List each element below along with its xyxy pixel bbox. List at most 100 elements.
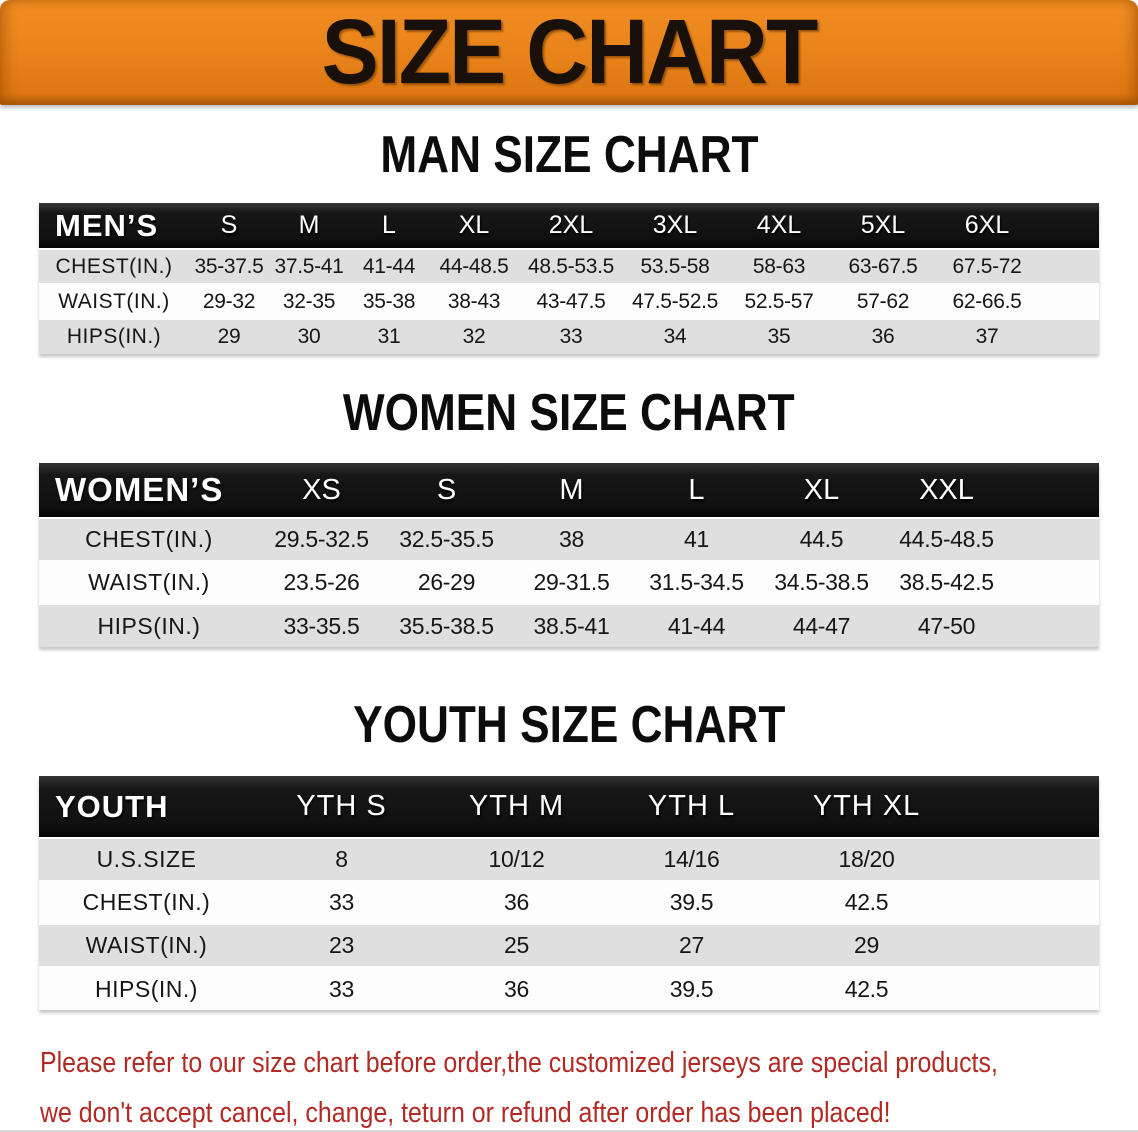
- men-section-heading-text: MAN SIZE CHART: [379, 126, 759, 184]
- men-section-heading: MAN SIZE CHART: [0, 129, 1138, 181]
- size-value-cell: 44.5-48.5: [884, 517, 1009, 561]
- size-value-cell: 31.5-34.5: [634, 560, 759, 604]
- size-value-cell: 32: [429, 318, 519, 354]
- size-value-cell: 57-62: [831, 283, 935, 319]
- header-spacer: [954, 776, 1099, 839]
- size-value-cell: 42.5: [779, 880, 954, 924]
- size-value-cell: 29.5-32.5: [259, 517, 384, 561]
- women-section-heading: WOMEN SIZE CHART: [0, 387, 1138, 439]
- size-value-cell: 41: [634, 517, 759, 561]
- measurement-row: CHEST(IN.) 35-37.5 37.5-41 41-44 44-48.5 48.5…: [39, 248, 1099, 284]
- disclaimer-line-1: Please refer to our size chart before or…: [40, 1047, 998, 1079]
- size-column-header: L: [349, 203, 429, 250]
- size-value-cell: 36: [831, 318, 935, 354]
- size-value-cell: 33: [254, 880, 429, 924]
- size-column-header: XL: [759, 463, 884, 519]
- row-label-cell: HIPS(IN.): [39, 603, 259, 647]
- size-value-cell: 34.5-38.5: [759, 560, 884, 604]
- measurement-row: U.S.SIZE 8 10/12 14/16 18/20: [39, 837, 1099, 881]
- row-label-cell: WAIST(IN.): [39, 923, 254, 967]
- youth-section-heading-text: YOUTH SIZE CHART: [352, 696, 786, 754]
- header-spacer: [1009, 463, 1099, 519]
- size-column-header: XS: [259, 463, 384, 519]
- table-title-cell: WOMEN’S: [39, 463, 259, 519]
- size-column-header: 6XL: [935, 203, 1039, 250]
- size-value-cell: 33: [254, 966, 429, 1010]
- women-section-heading-text: WOMEN SIZE CHART: [343, 384, 795, 442]
- row-spacer: [1009, 560, 1099, 604]
- size-value-cell: 14/16: [604, 837, 779, 881]
- size-value-cell: 36: [429, 966, 604, 1010]
- size-column-header: 4XL: [727, 203, 831, 250]
- men-size-table: MEN’S S M L XL 2XL 3XL 4XL 5XL 6XL CHEST(IN.) 35-37…: [39, 203, 1099, 354]
- size-value-cell: 32.5-35.5: [384, 517, 509, 561]
- row-spacer: [954, 966, 1099, 1010]
- measurement-row: WAIST(IN.) 23.5-26 26-29 29-31.5 31.5-34.5 34…: [39, 560, 1099, 604]
- size-value-cell: 25: [429, 923, 604, 967]
- size-column-header: YTH L: [604, 776, 779, 839]
- measurement-row: WAIST(IN.) 29-32 32-35 35-38 38-43 43-47.5 47.…: [39, 283, 1099, 319]
- youth-size-table: YOUTH YTH S YTH M YTH L YTH XL U.S.SIZE 8 10/12…: [39, 776, 1099, 1010]
- row-label-cell: CHEST(IN.): [39, 517, 259, 561]
- size-value-cell: 53.5-58: [623, 248, 727, 284]
- measurement-row: CHEST(IN.) 29.5-32.5 32.5-35.5 38 41 44.5 44.5…: [39, 517, 1099, 561]
- size-value-cell: 29-31.5: [509, 560, 634, 604]
- table-title-cell: YOUTH: [39, 776, 254, 839]
- size-value-cell: 38.5-41: [509, 603, 634, 647]
- size-value-cell: 32-35: [269, 283, 349, 319]
- size-value-cell: 52.5-57: [727, 283, 831, 319]
- size-value-cell: 35-38: [349, 283, 429, 319]
- size-value-cell: 37: [935, 318, 1039, 354]
- size-value-cell: 58-63: [727, 248, 831, 284]
- measurement-row: WAIST(IN.) 23 25 27 29: [39, 923, 1099, 967]
- size-value-cell: 29: [779, 923, 954, 967]
- row-label-cell: WAIST(IN.): [39, 283, 189, 319]
- row-spacer: [954, 923, 1099, 967]
- size-value-cell: 10/12: [429, 837, 604, 881]
- youth-section-heading: YOUTH SIZE CHART: [0, 699, 1138, 751]
- size-column-header: XL: [429, 203, 519, 250]
- size-value-cell: 35-37.5: [189, 248, 269, 284]
- size-value-cell: 8: [254, 837, 429, 881]
- size-value-cell: 67.5-72: [935, 248, 1039, 284]
- row-spacer: [954, 837, 1099, 881]
- size-value-cell: 35.5-38.5: [384, 603, 509, 647]
- row-spacer: [1009, 517, 1099, 561]
- measurement-row: HIPS(IN.) 29 30 31 32 33 34 35 36 37: [39, 318, 1099, 354]
- size-value-cell: 34: [623, 318, 727, 354]
- size-value-cell: 38-43: [429, 283, 519, 319]
- size-value-cell: 39.5: [604, 966, 779, 1010]
- row-spacer: [1009, 603, 1099, 647]
- disclaimer-line-2: we don't accept cancel, change, teturn o…: [40, 1097, 891, 1129]
- size-value-cell: 42.5: [779, 966, 954, 1010]
- banner-title: SIZE CHART: [321, 1, 819, 103]
- row-label-cell: CHEST(IN.): [39, 248, 189, 284]
- row-label-cell: CHEST(IN.): [39, 880, 254, 924]
- size-column-header: S: [384, 463, 509, 519]
- size-value-cell: 44-48.5: [429, 248, 519, 284]
- size-value-cell: 48.5-53.5: [519, 248, 623, 284]
- size-value-cell: 33-35.5: [259, 603, 384, 647]
- measurement-row: HIPS(IN.) 33 36 39.5 42.5: [39, 966, 1099, 1010]
- row-spacer: [954, 880, 1099, 924]
- disclaimer-text: Please refer to our size chart before or…: [40, 1038, 1138, 1130]
- size-column-header: YTH XL: [779, 776, 954, 839]
- size-column-header: YTH M: [429, 776, 604, 839]
- size-value-cell: 38: [509, 517, 634, 561]
- size-value-cell: 23: [254, 923, 429, 967]
- row-spacer: [1039, 318, 1099, 354]
- size-value-cell: 41-44: [349, 248, 429, 284]
- size-column-header: S: [189, 203, 269, 250]
- size-value-cell: 31: [349, 318, 429, 354]
- row-label-cell: WAIST(IN.): [39, 560, 259, 604]
- women-size-table: WOMEN’S XS S M L XL XXL CHEST(IN.) 29.5-32.5 32.5…: [39, 463, 1099, 647]
- header-spacer: [1039, 203, 1099, 250]
- size-value-cell: 44.5: [759, 517, 884, 561]
- table-header-row: YOUTH YTH S YTH M YTH L YTH XL: [39, 776, 1099, 839]
- size-column-header: L: [634, 463, 759, 519]
- row-spacer: [1039, 283, 1099, 319]
- size-value-cell: 35: [727, 318, 831, 354]
- size-column-header: XXL: [884, 463, 1009, 519]
- row-spacer: [1039, 248, 1099, 284]
